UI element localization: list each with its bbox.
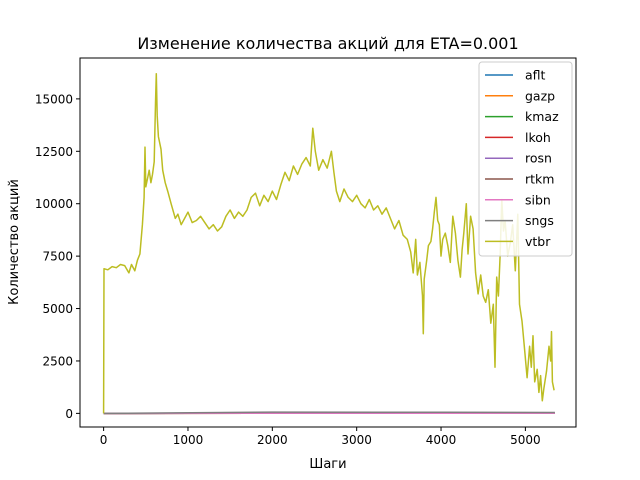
legend-label-gazp: gazp bbox=[525, 88, 555, 103]
x-tick-label: 1000 bbox=[173, 433, 204, 447]
y-tick-label: 5000 bbox=[42, 302, 73, 316]
legend-label-rtkm: rtkm bbox=[525, 172, 554, 187]
y-tick-label: 15000 bbox=[35, 92, 73, 106]
legend-label-vtbr: vtbr bbox=[525, 234, 551, 249]
legend-box bbox=[478, 61, 573, 257]
y-axis-ticks: 0 2500 5000 7500 10000 12500 15000 bbox=[35, 92, 80, 421]
y-tick-label: 12500 bbox=[35, 145, 73, 159]
y-tick-label: 2500 bbox=[42, 354, 73, 368]
y-axis-label: Количество акций bbox=[7, 179, 22, 305]
legend-label-lkoh: lkoh bbox=[525, 130, 551, 145]
x-axis-ticks: 0 1000 2000 3000 4000 5000 bbox=[100, 427, 541, 447]
legend-label-kmaz: kmaz bbox=[525, 109, 559, 124]
x-tick-label: 0 bbox=[100, 433, 108, 447]
plot-frame bbox=[79, 57, 577, 428]
x-tick-label: 4000 bbox=[426, 433, 457, 447]
x-axis-label: Шаги bbox=[309, 457, 346, 472]
chart-title: Изменение количества акций для ETA=0.001 bbox=[137, 34, 518, 53]
x-tick-label: 3000 bbox=[341, 433, 372, 447]
x-tick-label: 5000 bbox=[510, 433, 541, 447]
legend: aflt gazp kmaz lkoh rosn rtkm sibn sngs vtbr bbox=[478, 61, 573, 257]
legend-label-sngs: sngs bbox=[525, 213, 554, 228]
legend-label-rosn: rosn bbox=[525, 151, 552, 166]
legend-label-aflt: aflt bbox=[525, 68, 546, 83]
series-line-sngs bbox=[103, 411, 555, 415]
y-tick-label: 7500 bbox=[42, 250, 73, 264]
legend-label-sibn: sibn bbox=[525, 192, 551, 207]
x-tick-label: 2000 bbox=[257, 433, 288, 447]
y-tick-label: 10000 bbox=[35, 197, 73, 211]
y-tick-label: 0 bbox=[65, 407, 73, 421]
